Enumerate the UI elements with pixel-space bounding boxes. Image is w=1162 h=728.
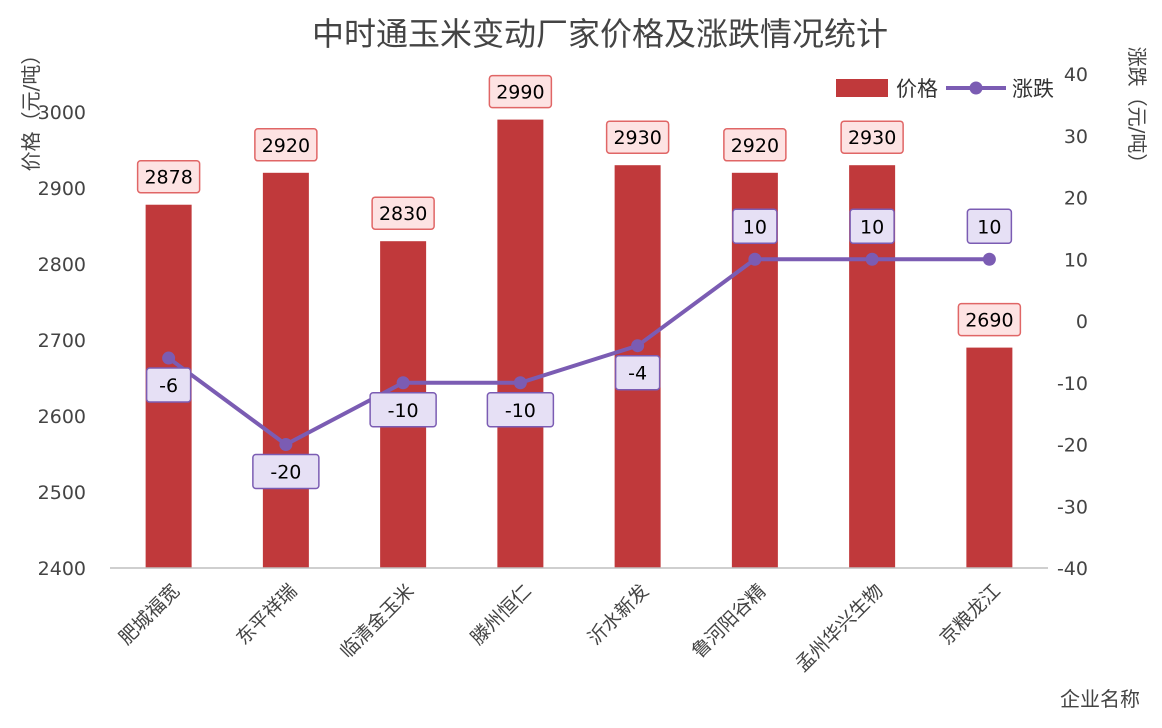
line-data-label: -10 [388,400,419,422]
bar-label-box [605,120,670,154]
x-tick-label: 孟州华兴生物 [791,580,887,676]
bar-data-label: 2930 [848,127,896,149]
bar-label-box [254,128,318,162]
y2-tick-label: 20 [1064,188,1088,210]
line-data-label: -10 [505,400,536,422]
y2-tick-label: -30 [1057,496,1088,518]
line-data-label: 10 [743,216,767,238]
y2-tick-label: 40 [1064,64,1088,86]
x-axis-title: 企业名称 [1060,687,1140,711]
y-tick-label: 2600 [38,406,86,428]
change-line [167,257,990,447]
bar [497,119,544,568]
bar-data-label: 2920 [731,135,779,157]
bar-label-box [371,196,435,230]
y-axis-title: 价格（元/吨） [19,45,43,172]
legend-marker-change [969,81,983,95]
bar-data-label: 2930 [613,127,661,149]
legend-label-price: 价格 [896,77,938,101]
x-tick-label: 肥城福宽 [115,580,184,649]
bar-label-box [723,128,787,162]
line-label-box [145,367,192,403]
line-point [631,339,645,353]
bar [966,347,1013,568]
y-tick-label: 2900 [38,178,86,200]
y2-tick-label: 10 [1064,249,1088,271]
line-point [865,252,879,266]
y2-tick-label: 30 [1064,126,1088,148]
y-tick-label: 2800 [38,254,86,276]
x-tick-label: 鲁河阳谷精 [688,580,771,663]
bar-label-box [957,302,1022,337]
line-label-box [486,392,555,428]
legend-label-change: 涨跌 [1012,77,1054,101]
bar-data-label: 2690 [965,310,1013,332]
legend-swatch-price [836,79,888,97]
x-tick-label: 东平祥瑞 [232,580,301,649]
bar-label-box [488,74,553,109]
line-data-label: 10 [860,216,884,238]
line-label-box [614,354,661,391]
line-point [982,252,996,266]
chart-title: 中时通玉米变动厂家价格及涨跌情况统计 [312,15,888,53]
y-tick-label: 2400 [38,558,86,580]
x-tick-label: 临清金玉米 [336,580,419,663]
line-data-label: -4 [628,363,647,385]
bar-data-label: 2990 [496,82,544,104]
y2-axis-title: 涨跌（元/吨） [1125,47,1149,174]
bar-data-label: 2878 [144,167,192,189]
x-tick-label: 京粮龙江 [936,580,1005,649]
line-point [396,376,410,390]
y2-tick-label: -10 [1057,373,1088,395]
x-tick-label: 滕州恒仁 [467,580,536,649]
line-label-box [849,208,895,244]
y-tick-label: 2700 [38,330,86,352]
bar-data-label: 2830 [379,203,427,225]
y-tick-label: 3000 [38,102,86,124]
line-data-label: 10 [977,216,1001,238]
legend: 价格 涨跌 [836,77,1054,101]
x-tick-label: 沂水新发 [584,580,653,649]
y2-tick-label: -40 [1057,558,1088,580]
line-label-box [732,208,778,244]
line-point [748,252,762,266]
line-label-box [369,392,437,428]
line-data-label: -20 [270,462,301,484]
bar [262,172,309,569]
line-label-box [252,453,320,490]
y-tick-label: 2500 [38,482,86,504]
line-point [162,351,176,365]
y2-tick-label: 0 [1076,311,1088,333]
line-data-label: -6 [159,375,178,397]
line-point [513,376,527,390]
bar-label-box [136,159,201,194]
bar-label-box [840,120,904,154]
bar-data-label: 2920 [262,135,310,157]
line-label-box [966,208,1013,244]
line-point [279,438,293,451]
y2-tick-label: -20 [1057,435,1088,457]
